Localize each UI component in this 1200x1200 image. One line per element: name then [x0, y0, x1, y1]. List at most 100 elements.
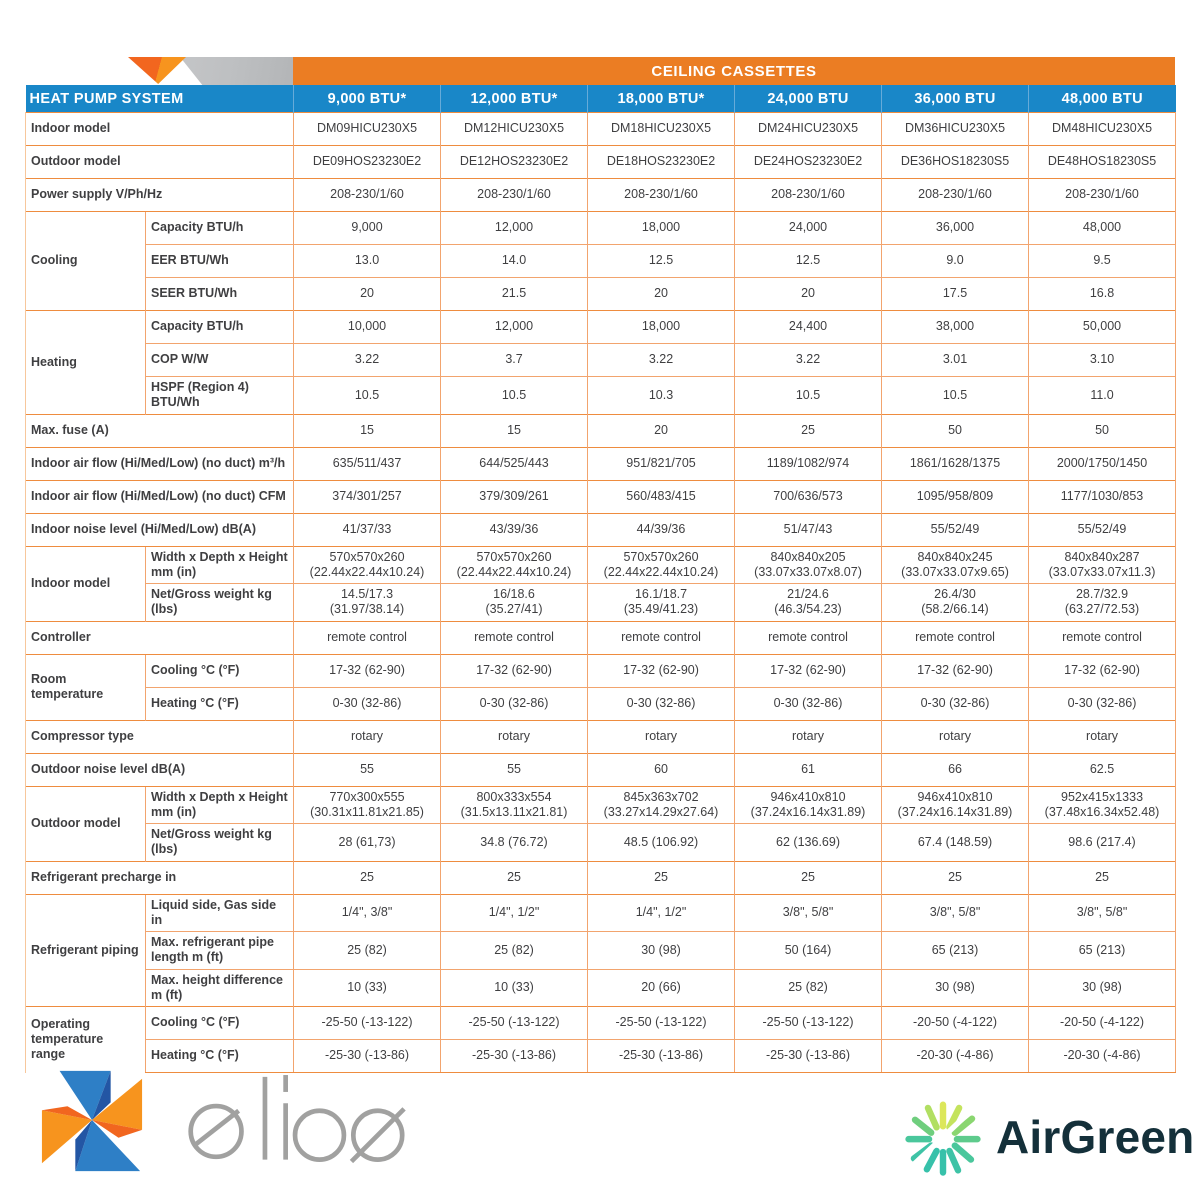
table-row: Indoor noise level (Hi/Med/Low) dB(A) 41/… [24, 512, 1177, 546]
table-row: Max. height difference m (ft) 10 (33) 10 (… [26, 968, 1177, 1007]
cell-value: 1177/1030/853 [1028, 479, 1177, 513]
cell-value: 43/39/36 [440, 512, 588, 546]
table-row: Refrigerant precharge in 25 25 25 25 25 25 [24, 860, 1177, 894]
cell-value: 635/511/437 [293, 446, 441, 480]
cell-value: 0-30 (32-86) [293, 686, 441, 720]
spec-table: HEAT PUMP SYSTEM 9,000 BTU* 12,000 BTU* 18… [24, 85, 1177, 1073]
table-row: SEER BTU/Wh 20 21.5 20 20 17.5 16.8 [26, 277, 1177, 311]
cell-value: 2000/1750/1450 [1028, 446, 1177, 480]
cell-value: 560/483/415 [587, 479, 735, 513]
row-label: Power supply V/Ph/Hz [24, 178, 294, 212]
cell-value: 770x300x555 (30.31x11.81x21.85) [293, 785, 441, 824]
table-row: Net/Gross weight kg (lbs) 14.5/17.3 (31.9… [26, 583, 1177, 621]
cell-value: -25-30 (-13-86) [293, 1039, 441, 1073]
column-header: 48,000 BTU [1028, 85, 1176, 113]
cell-value: 10.5 [293, 376, 441, 414]
cell-value: 65 (213) [1028, 931, 1177, 969]
cell-value: 208-230/1/60 [440, 178, 588, 212]
cell-value: rotary [293, 719, 441, 753]
cell-value: -25-50 (-13-122) [734, 1006, 882, 1040]
table-row: Indoor model Width x Depth x Height mm (i… [25, 545, 1177, 621]
cell-value: 3/8", 5/8" [1028, 893, 1177, 932]
row-sub-label: Max. refrigerant pipe length m (ft) [144, 931, 294, 969]
cell-value: 845x363x702 (33.27x14.29x27.64) [587, 785, 735, 824]
cell-value: remote control [734, 620, 882, 654]
table-row: Refrigerant piping Liquid side, Gas side … [25, 893, 1177, 1007]
cell-value: 10 (33) [440, 968, 588, 1007]
cell-value: 50 [881, 413, 1029, 447]
cell-value: 20 [293, 277, 441, 311]
cell-value: rotary [587, 719, 735, 753]
cell-value: -25-50 (-13-122) [440, 1006, 588, 1040]
cell-value: 25 [1028, 860, 1177, 894]
cell-value: 20 [734, 277, 882, 311]
cell-value: 11.0 [1028, 376, 1177, 414]
cell-value: 25 (82) [293, 931, 441, 969]
column-header: 12,000 BTU* [440, 85, 588, 113]
row-label: Indoor air flow (Hi/Med/Low) (no duct) C… [24, 479, 294, 513]
cell-value: -25-30 (-13-86) [734, 1039, 882, 1073]
cell-value: 61 [734, 752, 882, 786]
cell-value: 25 [734, 860, 882, 894]
cell-value: 98.6 (217.4) [1028, 823, 1177, 861]
cell-value: 17-32 (62-90) [587, 653, 735, 687]
row-label: Max. fuse (A) [24, 413, 294, 447]
cell-value: 379/309/261 [440, 479, 588, 513]
cell-value: 55/52/49 [1028, 512, 1177, 546]
cell-value: 12,000 [440, 211, 588, 245]
cell-value: 16.8 [1028, 277, 1177, 311]
cell-value: 26.4/30 (58.2/66.14) [881, 583, 1029, 621]
row-group-label: Outdoor model [25, 785, 146, 861]
cell-value: 25 [734, 413, 882, 447]
row-label: Indoor air flow (Hi/Med/Low) (no duct) m… [24, 446, 294, 480]
cell-value: 570x570x260 (22.44x22.44x10.24) [587, 545, 735, 584]
cell-value: DM12HICU230X5 [440, 112, 588, 146]
cell-value: 55 [293, 752, 441, 786]
table-row: Cooling Capacity BTU/h 9,000 12,000 18,000 24… [25, 211, 1177, 311]
cell-value: 36,000 [881, 211, 1029, 245]
cell-value: 62.5 [1028, 752, 1177, 786]
cell-value: 14.0 [440, 244, 588, 278]
row-label: Outdoor model [24, 145, 294, 179]
cell-value: 10.5 [881, 376, 1029, 414]
row-label: Controller [24, 620, 294, 654]
row-sub-label: Width x Depth x Height mm (in) [144, 545, 294, 584]
cell-value: 3.22 [734, 343, 882, 377]
table-row: Power supply V/Ph/Hz 208-230/1/60 208-230/… [24, 178, 1177, 212]
row-label: Outdoor noise level dB(A) [24, 752, 294, 786]
cell-value: 15 [440, 413, 588, 447]
cell-value: remote control [1028, 620, 1177, 654]
cell-value: -25-50 (-13-122) [293, 1006, 441, 1040]
cell-value: 1095/958/809 [881, 479, 1029, 513]
cell-value: rotary [1028, 719, 1177, 753]
cell-value: -20-30 (-4-86) [881, 1039, 1029, 1073]
cell-value: 24,400 [734, 310, 882, 344]
row-group-label: Indoor model [25, 545, 146, 621]
cell-value: 30 (98) [587, 931, 735, 969]
cell-value: 18,000 [587, 211, 735, 245]
airgreen-logo: AirGreen [900, 1092, 1194, 1182]
cell-value: rotary [734, 719, 882, 753]
cell-value: 3.22 [293, 343, 441, 377]
cell-value: -25-30 (-13-86) [587, 1039, 735, 1073]
row-label: Refrigerant precharge in [24, 860, 294, 894]
table-row: Max. refrigerant pipe length m (ft) 25 (8… [26, 931, 1177, 969]
elios-logo [38, 1062, 421, 1180]
cell-value: 12.5 [587, 244, 735, 278]
row-label: Compressor type [24, 719, 294, 753]
cell-value: 51/47/43 [734, 512, 882, 546]
cell-value: 1189/1082/974 [734, 446, 882, 480]
row-sub-label: HSPF (Region 4) BTU/Wh [144, 376, 294, 414]
row-label: Indoor model [24, 112, 294, 146]
cell-value: 14.5/17.3 (31.97/38.14) [293, 583, 441, 621]
cell-value: 16/18.6 (35.27/41) [440, 583, 588, 621]
cell-value: 570x570x260 (22.44x22.44x10.24) [440, 545, 588, 584]
cell-value: 0-30 (32-86) [587, 686, 735, 720]
top-decoration: CEILING CASSETTES [25, 57, 1175, 85]
cell-value: 840x840x245 (33.07x33.07x9.65) [881, 545, 1029, 584]
column-header: 24,000 BTU [734, 85, 882, 113]
table-row: Compressor type rotary rotary rotary rotary r… [24, 719, 1177, 753]
airgreen-starburst-icon [905, 1101, 981, 1176]
cell-value: 208-230/1/60 [1028, 178, 1177, 212]
row-group-label: Room temperature [25, 653, 146, 720]
